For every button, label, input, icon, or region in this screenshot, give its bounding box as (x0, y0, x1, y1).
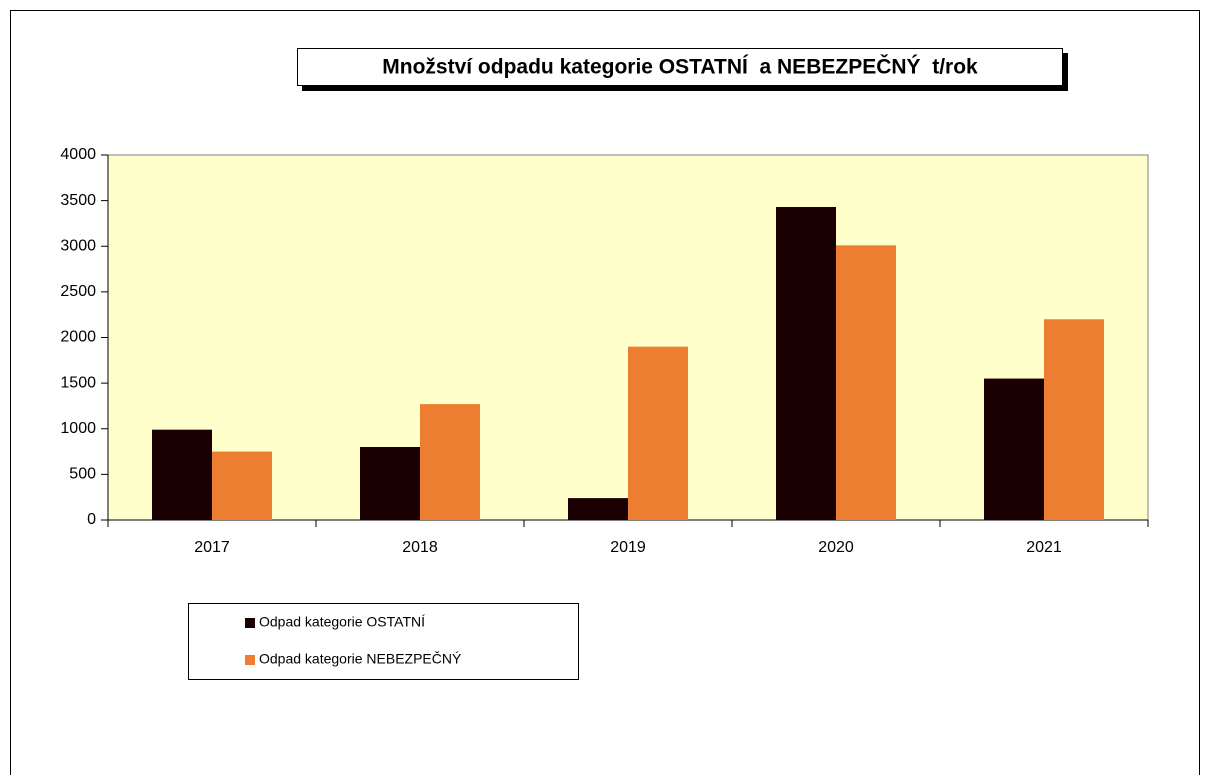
y-tick-label: 2000 (60, 329, 96, 346)
x-tick-label: 2018 (402, 539, 438, 556)
y-tick-label: 2500 (60, 283, 96, 300)
y-tick-label: 1500 (60, 374, 96, 391)
legend-swatch (245, 618, 255, 628)
legend-box (188, 603, 579, 680)
title-box (297, 48, 1063, 86)
bar (984, 378, 1044, 520)
frame (10, 10, 1200, 775)
x-tick-label: 2021 (1026, 539, 1062, 556)
chart-title: Množství odpadu kategorie OSTATNÍ a NEBE… (382, 55, 978, 79)
y-tick-label: 4000 (60, 146, 96, 163)
y-tick-label: 500 (69, 466, 96, 483)
x-tick-label: 2019 (610, 539, 646, 556)
x-tick-label: 2020 (818, 539, 854, 556)
y-tick-label: 3000 (60, 237, 96, 254)
y-tick-label: 3500 (60, 192, 96, 209)
x-tick-label: 2017 (194, 539, 230, 556)
bar (776, 207, 836, 520)
bar (568, 498, 628, 520)
bar (628, 346, 688, 520)
bar (212, 451, 272, 520)
legend-label: Odpad kategorie OSTATNÍ (259, 614, 425, 630)
legend-label: Odpad kategorie NEBEZPEČNÝ (259, 651, 462, 667)
y-tick-label: 1000 (60, 420, 96, 437)
legend-swatch (245, 655, 255, 665)
y-tick-label: 0 (87, 511, 96, 528)
bar (420, 404, 480, 520)
bar (152, 429, 212, 520)
bar (1044, 319, 1104, 520)
bar (360, 447, 420, 520)
bar (836, 245, 896, 520)
